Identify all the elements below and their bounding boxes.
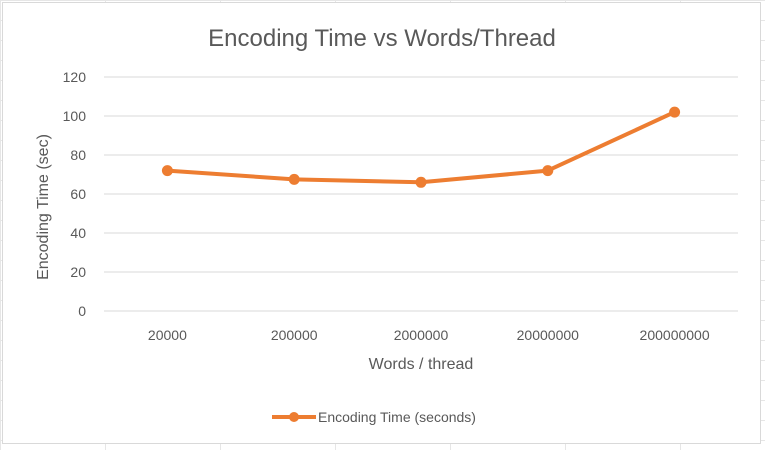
data-point[interactable] bbox=[542, 165, 554, 177]
legend[interactable]: Encoding Time (seconds) bbox=[272, 409, 476, 425]
x-tick-label: 200000000 bbox=[640, 327, 710, 343]
x-tick-labels: 20000 200000 2000000 20000000 200000000 bbox=[148, 327, 710, 343]
y-tick-label: 60 bbox=[70, 186, 86, 202]
series-layer bbox=[161, 106, 681, 188]
data-point[interactable] bbox=[415, 176, 427, 188]
y-tick-label: 40 bbox=[70, 225, 86, 241]
data-point[interactable] bbox=[669, 106, 681, 118]
y-tick-label: 120 bbox=[63, 69, 87, 85]
y-gridlines bbox=[104, 76, 738, 312]
y-tick-label: 100 bbox=[63, 108, 87, 124]
y-tick-label: 80 bbox=[70, 147, 86, 163]
x-tick-label: 2000000 bbox=[394, 327, 449, 343]
y-axis-label: Encoding Time (sec) bbox=[35, 134, 52, 280]
x-tick-label: 20000 bbox=[148, 327, 187, 343]
chart-title: Encoding Time vs Words/Thread bbox=[208, 25, 556, 52]
data-point[interactable] bbox=[161, 165, 173, 177]
data-point[interactable] bbox=[288, 173, 300, 185]
x-tick-label: 200000 bbox=[271, 327, 318, 343]
x-axis-label: Words / thread bbox=[369, 356, 474, 373]
chart-border bbox=[2, 2, 761, 444]
x-tick-label: 20000000 bbox=[517, 327, 580, 343]
y-tick-label: 20 bbox=[70, 264, 86, 280]
legend-label: Encoding Time (seconds) bbox=[318, 409, 476, 425]
legend-marker-swatch bbox=[289, 412, 299, 422]
y-tick-labels: 0 20 40 60 80 100 120 bbox=[63, 69, 87, 319]
y-tick-label: 0 bbox=[78, 303, 86, 319]
